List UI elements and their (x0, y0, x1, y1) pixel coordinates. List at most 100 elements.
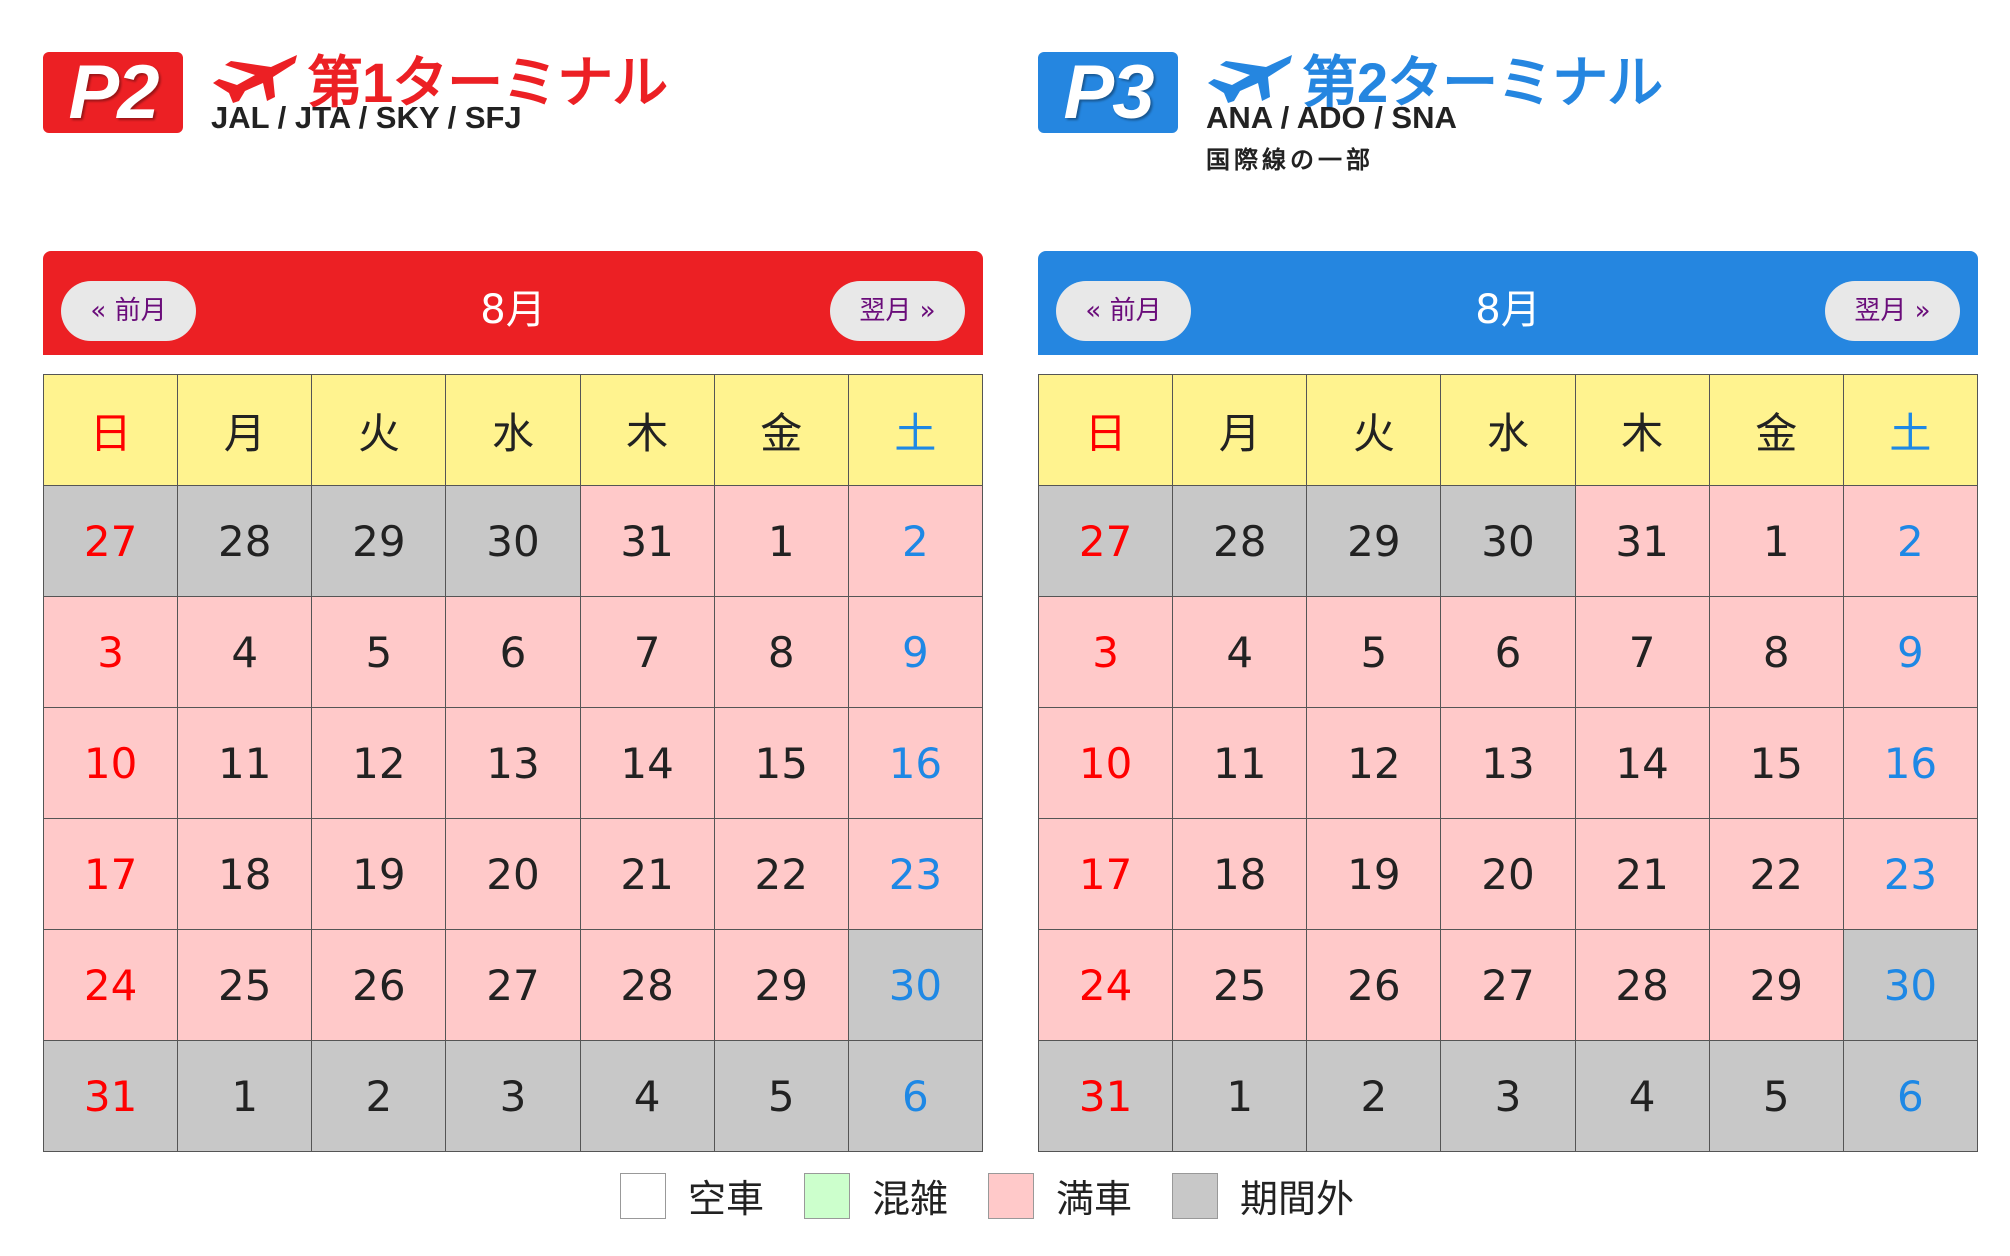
day-cell-full: 31 (1574, 485, 1710, 597)
day-cell-full: 27 (445, 929, 581, 1041)
day-cell-full: 26 (1306, 929, 1442, 1041)
day-cell-out: 27 (42, 485, 179, 597)
day-cell-out: 1 (177, 1040, 313, 1152)
weekday-header-row: 日月火水木金土 (1037, 374, 1979, 486)
day-cell-out: 30 (1440, 485, 1576, 597)
day-cell-full: 7 (1574, 596, 1710, 708)
day-cell-out: 2 (1306, 1040, 1442, 1152)
day-cell-full: 3 (1037, 596, 1174, 708)
day-cell-full: 4 (1172, 596, 1308, 708)
airline-list: ANA / ADO / SNA (1206, 100, 1457, 135)
legend-item-out: 期間外 (1172, 1168, 1354, 1223)
day-cell-full: 21 (579, 818, 715, 930)
day-cell-out: 30 (445, 485, 581, 597)
day-cell-full: 14 (579, 707, 715, 819)
day-cell-full: 7 (579, 596, 715, 708)
legend-swatch (988, 1172, 1035, 1219)
weekday-header: 火 (311, 374, 447, 486)
airplane-icon (213, 54, 297, 103)
day-cell-full: 27 (1440, 929, 1576, 1041)
p3-logo: P3 (1038, 52, 1178, 133)
day-cell-full: 19 (311, 818, 447, 930)
day-cell-full: 9 (847, 596, 984, 708)
day-cell-out: 3 (445, 1040, 581, 1152)
day-cell-full: 17 (1037, 818, 1174, 930)
day-cell-full: 3 (42, 596, 179, 708)
day-cell-full: 5 (311, 596, 447, 708)
day-cell-out: 4 (579, 1040, 715, 1152)
day-cell-full: 23 (847, 818, 984, 930)
day-cell-full: 28 (579, 929, 715, 1041)
day-cell-full: 25 (177, 929, 313, 1041)
terminal-title-row: 第1ターミナル (211, 38, 668, 119)
weekday-header: 日 (42, 374, 179, 486)
weekday-header: 月 (177, 374, 313, 486)
legend-label: 満車 (1056, 1177, 1133, 1221)
week-row: 27 28 29 30 31 1 2 (1037, 485, 1979, 597)
legend-label: 混雑 (872, 1177, 949, 1221)
day-cell-out: 5 (1708, 1040, 1844, 1152)
day-cell-full: 17 (42, 818, 179, 930)
day-cell-out: 1 (1172, 1040, 1308, 1152)
day-cell-full: 19 (1306, 818, 1442, 930)
day-cell-full: 21 (1574, 818, 1710, 930)
p2-logo: P2 (43, 52, 183, 133)
day-cell-full: 11 (177, 707, 313, 819)
day-cell-full: 29 (713, 929, 849, 1041)
weekday-header: 月 (1172, 374, 1308, 486)
day-cell-full: 24 (42, 929, 179, 1041)
weekday-header: 日 (1037, 374, 1174, 486)
day-cell-full: 1 (1708, 485, 1844, 597)
international-note: 国際線の一部 (1206, 146, 1374, 174)
day-cell-full: 15 (1708, 707, 1844, 819)
day-cell-full: 2 (847, 485, 984, 597)
day-cell-full: 20 (445, 818, 581, 930)
legend-label: 空車 (688, 1177, 765, 1221)
month-title: 8月 (480, 287, 546, 333)
week-row: 31 1 2 3 4 5 6 (42, 1040, 984, 1152)
prev-month-button[interactable]: « 前月 (1056, 281, 1191, 341)
legend-swatch (1172, 1172, 1219, 1219)
weekday-header: 木 (579, 374, 715, 486)
week-row: 24 25 26 27 28 29 30 (1037, 929, 1979, 1041)
week-row: 31 1 2 3 4 5 6 (1037, 1040, 1979, 1152)
calendar-table: 日月火水木金土 27 28 29 30 31 1 2 3 4 5 6 7 8 9 10 11 12 13 14 15 16… (42, 374, 984, 1152)
next-month-button[interactable]: 翌月 » (1825, 281, 1960, 341)
day-cell-full: 29 (1708, 929, 1844, 1041)
weekday-header: 火 (1306, 374, 1442, 486)
airplane-icon (1208, 54, 1292, 103)
month-title: 8月 (1475, 287, 1541, 333)
day-cell-full: 24 (1037, 929, 1174, 1041)
terminal-title: 第1ターミナル (307, 51, 668, 114)
legend-swatch (620, 1172, 666, 1219)
week-row: 24 25 26 27 28 29 30 (42, 929, 984, 1041)
day-cell-out: 31 (1037, 1040, 1174, 1152)
day-cell-full: 16 (847, 707, 984, 819)
day-cell-full: 26 (311, 929, 447, 1041)
day-cell-full: 25 (1172, 929, 1308, 1041)
day-cell-full: 14 (1574, 707, 1710, 819)
weekday-header: 土 (1842, 374, 1979, 486)
day-cell-out: 27 (1037, 485, 1174, 597)
week-row: 10 11 12 13 14 15 16 (42, 707, 984, 819)
day-cell-full: 2 (1842, 485, 1979, 597)
day-cell-out: 30 (1842, 929, 1979, 1041)
legend-item-full: 満車 (988, 1168, 1132, 1223)
week-row: 17 18 19 20 21 22 23 (1037, 818, 1979, 930)
day-cell-full: 9 (1842, 596, 1979, 708)
calendar-header: « 前月 8月 翌月 » (1038, 251, 1978, 355)
week-row: 17 18 19 20 21 22 23 (42, 818, 984, 930)
day-cell-out: 28 (177, 485, 313, 597)
day-cell-full: 18 (177, 818, 313, 930)
day-cell-out: 2 (311, 1040, 447, 1152)
calendar-header: « 前月 8月 翌月 » (43, 251, 983, 355)
day-cell-out: 4 (1574, 1040, 1710, 1152)
weekday-header: 土 (847, 374, 984, 486)
day-cell-full: 6 (445, 596, 581, 708)
prev-month-button[interactable]: « 前月 (61, 281, 196, 341)
day-cell-full: 10 (42, 707, 179, 819)
next-month-button[interactable]: 翌月 » (830, 281, 965, 341)
day-cell-full: 16 (1842, 707, 1979, 819)
day-cell-full: 11 (1172, 707, 1308, 819)
